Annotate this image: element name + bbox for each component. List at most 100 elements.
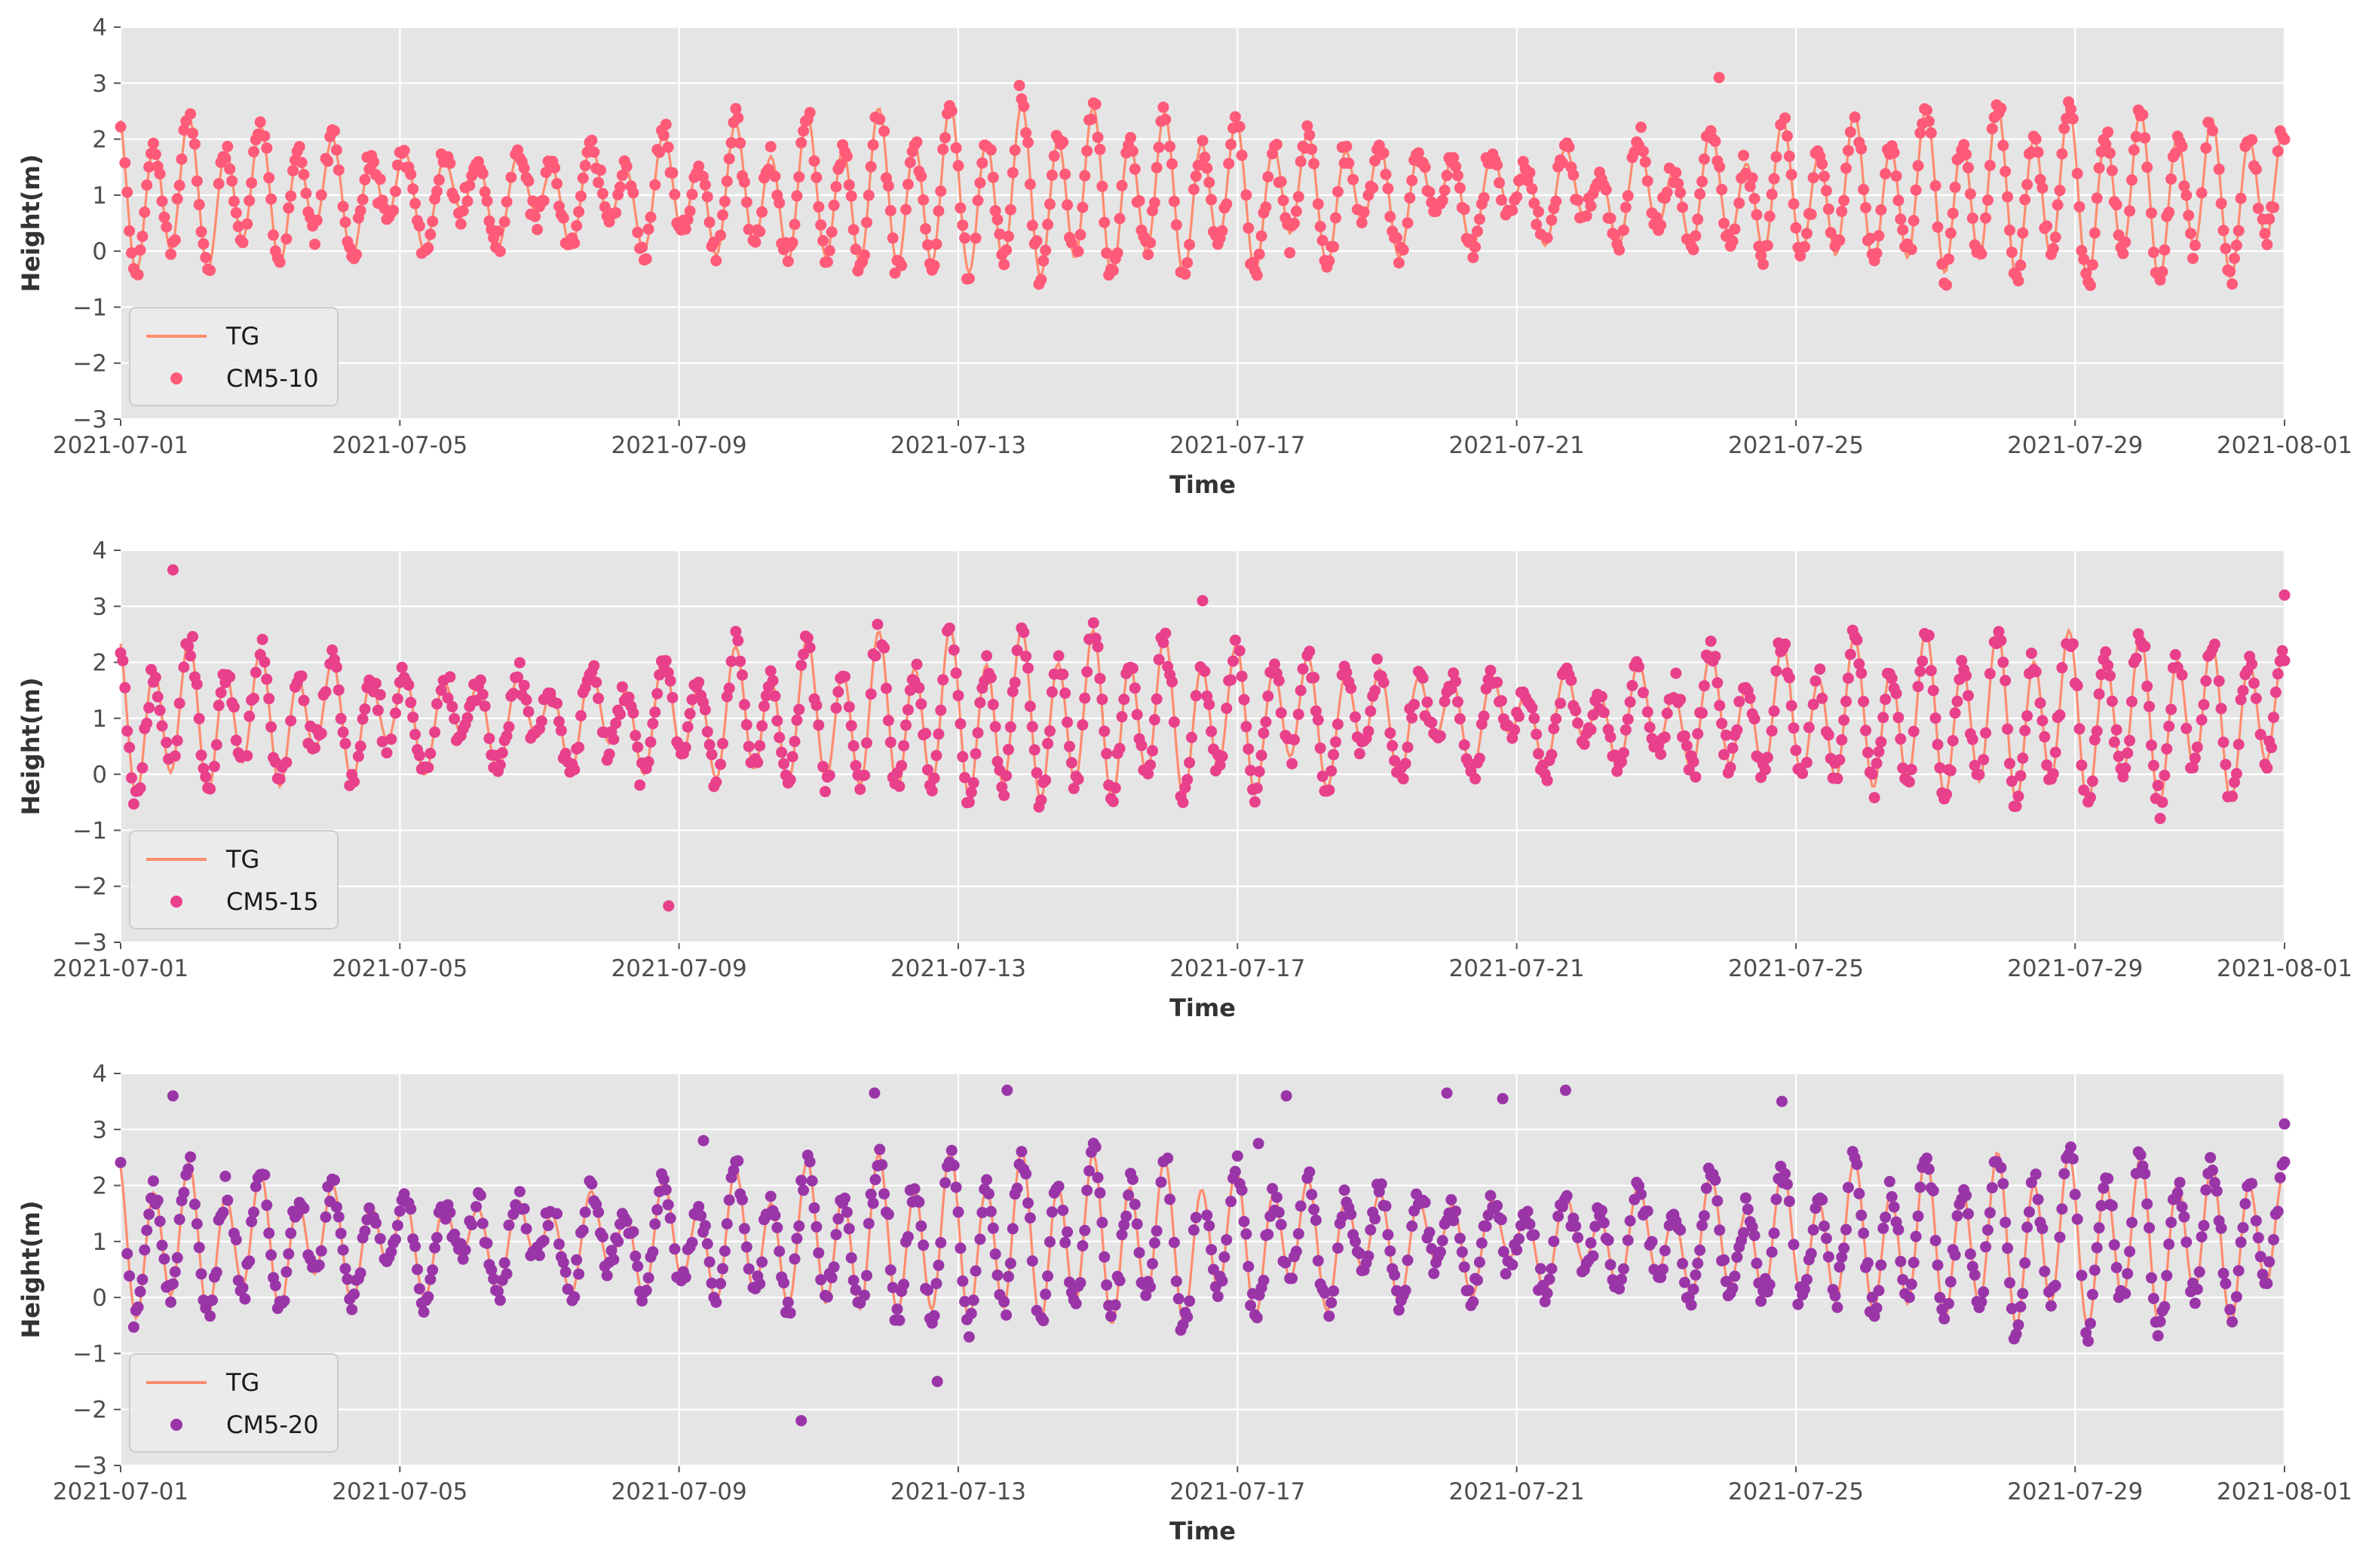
scatter-point bbox=[2102, 660, 2114, 672]
scatter-point bbox=[143, 161, 155, 173]
scatter-point bbox=[1454, 1233, 1466, 1245]
scatter-point bbox=[372, 704, 384, 716]
scatter-point bbox=[134, 1285, 146, 1297]
scatter-point bbox=[904, 157, 916, 168]
scatter-point bbox=[843, 1223, 855, 1235]
scatter-point bbox=[1094, 672, 1106, 684]
scatter-point bbox=[1020, 651, 1032, 663]
scatter-point bbox=[967, 776, 979, 789]
scatter-point bbox=[1018, 100, 1030, 112]
x-tick-label: 2021-07-21 bbox=[1449, 1478, 1585, 1505]
scatter-point bbox=[717, 1263, 728, 1275]
scatter-point bbox=[1310, 705, 1322, 717]
scatter-point bbox=[2220, 1278, 2232, 1290]
scatter-point bbox=[1864, 232, 1876, 244]
scatter-point bbox=[154, 1215, 166, 1227]
scatter-point bbox=[1888, 1201, 1900, 1213]
scatter-point bbox=[1107, 265, 1119, 277]
scatter-point bbox=[339, 1263, 351, 1275]
x-tick-label: 2021-07-25 bbox=[1728, 432, 1864, 459]
scatter-point bbox=[1862, 746, 1874, 758]
outlier-point bbox=[1497, 1092, 1509, 1104]
scatter-point bbox=[1077, 201, 1089, 213]
scatter-point bbox=[2232, 1265, 2245, 1277]
scatter-point bbox=[1892, 194, 1905, 207]
scatter-point bbox=[518, 1203, 530, 1214]
scatter-point bbox=[701, 191, 713, 203]
scatter-point bbox=[579, 160, 591, 172]
scatter-point bbox=[872, 618, 884, 630]
scatter-point bbox=[1886, 672, 1898, 684]
scatter-point bbox=[204, 265, 216, 277]
scatter-point bbox=[185, 108, 197, 120]
scatter-point bbox=[195, 1268, 207, 1280]
scatter-point bbox=[1279, 1257, 1292, 1269]
scatter-point bbox=[1275, 176, 1287, 188]
x-tick-label: 2021-07-05 bbox=[332, 955, 467, 982]
scatter-point bbox=[1350, 711, 1361, 723]
scatter-point bbox=[427, 1264, 439, 1276]
scatter-point bbox=[1148, 197, 1160, 209]
scatter-point bbox=[1275, 1218, 1287, 1230]
scatter-point bbox=[786, 751, 798, 763]
scatter-point bbox=[1949, 707, 1961, 719]
scatter-point bbox=[503, 721, 515, 733]
scatter-point bbox=[413, 220, 425, 232]
scatter-point bbox=[813, 1247, 825, 1259]
scatter-point bbox=[2078, 784, 2090, 796]
scatter-point bbox=[1145, 237, 1157, 249]
scatter-point bbox=[861, 1269, 872, 1282]
scatter-point bbox=[1417, 672, 1429, 684]
scatter-point bbox=[1153, 654, 1165, 666]
scatter-point bbox=[134, 782, 146, 794]
scatter-point bbox=[171, 1251, 183, 1263]
scatter-point bbox=[2254, 728, 2266, 740]
scatter-point bbox=[955, 202, 967, 214]
scatter-point bbox=[2237, 1222, 2249, 1233]
scatter-point bbox=[1216, 750, 1228, 762]
scatter-point bbox=[1236, 670, 1248, 682]
scatter-point bbox=[208, 761, 220, 773]
scatter-point bbox=[2113, 229, 2125, 241]
scatter-point bbox=[332, 684, 345, 696]
scatter-point bbox=[1243, 743, 1255, 755]
scatter-point bbox=[1258, 727, 1270, 739]
scatter-point bbox=[579, 1206, 591, 1218]
scatter-point bbox=[1203, 1220, 1215, 1232]
scatter-point bbox=[1511, 1244, 1523, 1256]
scatter-point bbox=[1001, 244, 1013, 256]
scatter-point bbox=[1083, 1165, 1096, 1177]
y-tick-label: 4 bbox=[92, 1061, 107, 1088]
scatter-point bbox=[998, 259, 1010, 271]
scatter-point bbox=[623, 691, 635, 703]
scatter-point bbox=[1221, 198, 1233, 210]
scatter-point bbox=[1687, 1283, 1699, 1295]
scatter-point bbox=[1225, 1196, 1237, 1208]
scatter-point bbox=[529, 210, 541, 222]
scatter-point bbox=[2169, 649, 2181, 660]
scatter-point bbox=[2274, 1171, 2286, 1184]
scatter-point bbox=[2229, 776, 2240, 789]
scatter-point bbox=[2069, 1189, 2081, 1200]
scatter-point bbox=[154, 704, 166, 716]
scatter-point bbox=[1888, 146, 1900, 158]
scatter-point bbox=[843, 179, 855, 191]
scatter-point bbox=[887, 1282, 899, 1294]
scatter-point bbox=[784, 773, 796, 786]
scatter-point bbox=[701, 726, 713, 738]
x-tick-label: 2021-07-01 bbox=[53, 432, 188, 459]
scatter-point bbox=[1655, 749, 1667, 760]
scatter-point bbox=[1223, 158, 1235, 170]
scatter-point bbox=[1221, 703, 1233, 715]
scatter-point bbox=[124, 1270, 136, 1282]
scatter-point bbox=[867, 1197, 879, 1209]
scatter-point bbox=[1203, 699, 1215, 710]
scatter-point bbox=[1004, 721, 1016, 733]
outlier-point bbox=[1441, 1087, 1453, 1099]
scatter-point bbox=[1426, 1243, 1438, 1254]
scatter-point bbox=[250, 666, 262, 678]
scatter-point bbox=[778, 1277, 789, 1289]
y-tick-label: 0 bbox=[92, 1285, 107, 1312]
scatter-point bbox=[926, 785, 938, 797]
scatter-point bbox=[1543, 1273, 1555, 1285]
